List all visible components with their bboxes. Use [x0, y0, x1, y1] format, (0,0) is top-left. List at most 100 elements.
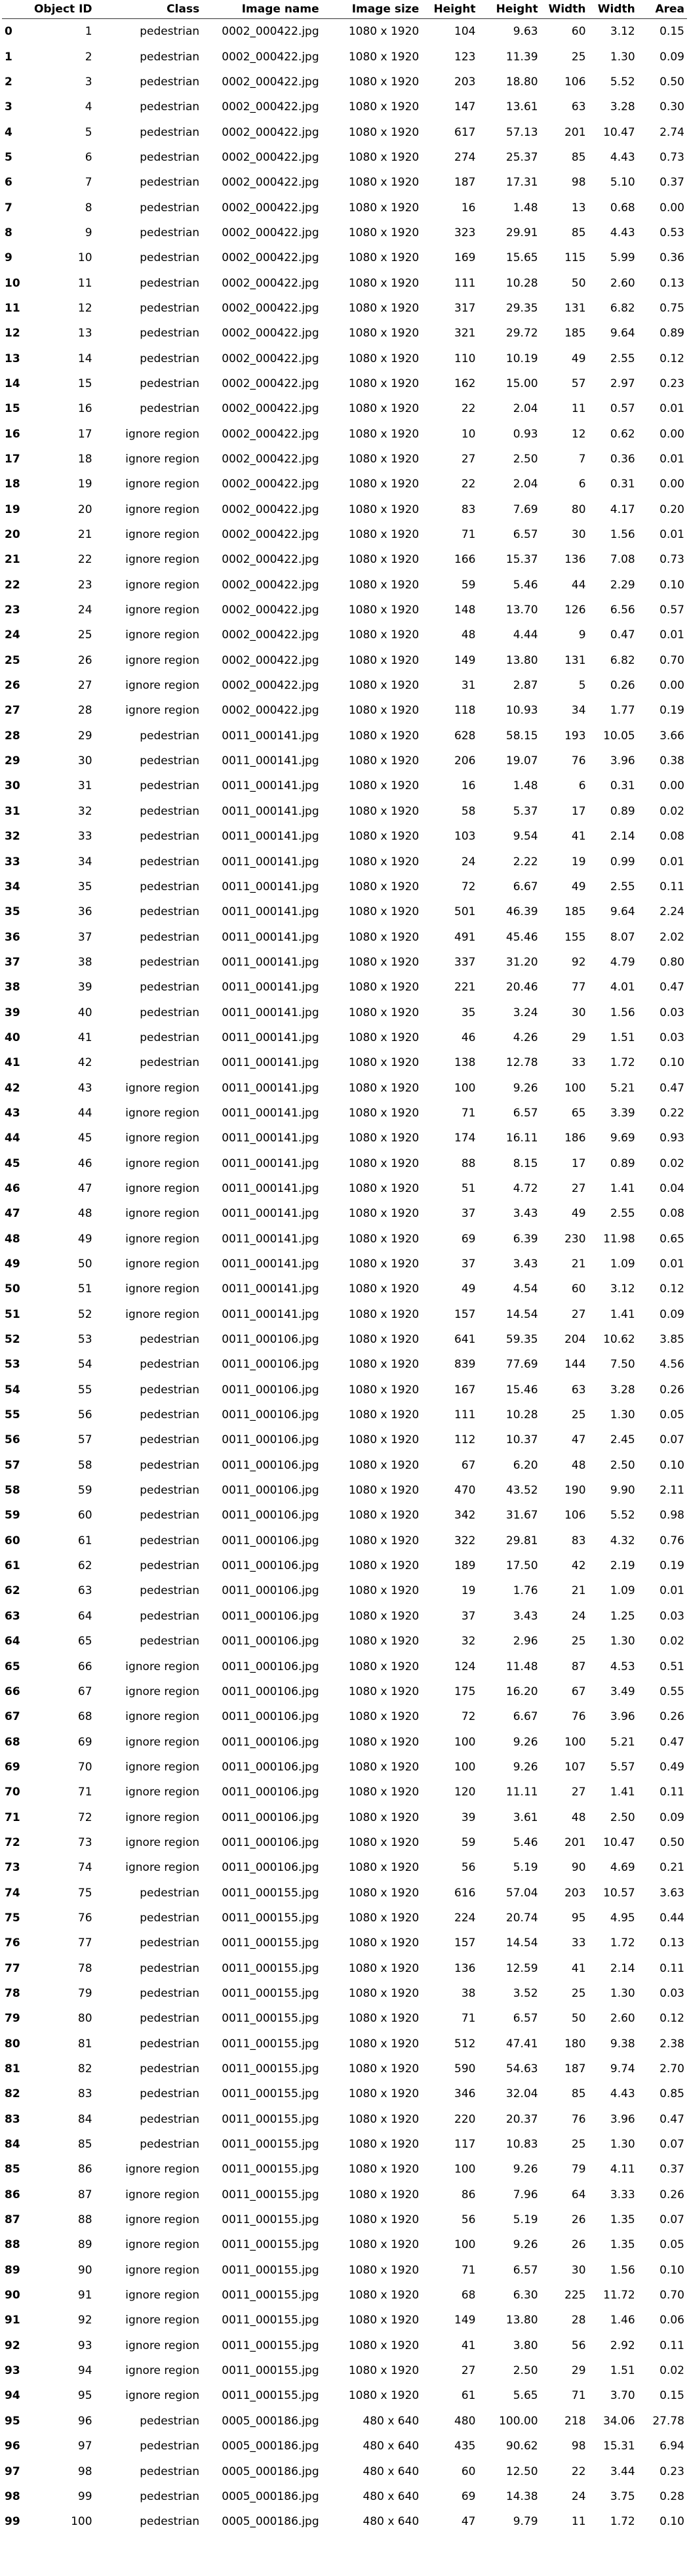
- table-cell: 1.09: [610, 1257, 635, 1271]
- table-cell: 85: [77, 2138, 92, 2152]
- table-cell: 34: [77, 855, 92, 869]
- table-cell: 69: [77, 1735, 92, 1749]
- data-table: Object ID Class Image name Image size Height…: [2, 0, 687, 2534]
- row-index: 99: [5, 2515, 20, 2529]
- table-cell: 10.19: [505, 352, 538, 365]
- table-cell: 0.12: [659, 1282, 684, 1296]
- column-header: Width: [540, 0, 589, 19]
- table-row: 54 55 pedestrian 0011_000106.jpg 1080 x 1920…: [2, 1378, 687, 1402]
- table-cell: 1080 x 1920: [348, 679, 420, 693]
- table-row: 97 98 pedestrian 0005_000186.jpg 480 x 640 60…: [2, 2459, 687, 2484]
- table-row: 51 52 ignore region 0011_000141.jpg 1080 x 1…: [2, 1302, 687, 1327]
- table-cell: 69: [461, 1232, 476, 1246]
- table-cell: 0002_000422.jpg: [222, 125, 319, 139]
- table-row: 2 3 pedestrian 0002_000422.jpg 1080 x 1920 20…: [2, 70, 687, 94]
- table-cell: 41: [571, 830, 586, 844]
- table-cell: 0.19: [659, 1559, 684, 1573]
- table-cell: ignore region: [125, 1735, 200, 1749]
- table-cell: 29: [77, 729, 92, 743]
- table-cell: 2.24: [659, 905, 684, 919]
- table-row: 49 50 ignore region 0011_000141.jpg 1080 x 1…: [2, 1252, 687, 1277]
- table-cell: 1080 x 1920: [348, 1307, 420, 1321]
- table-cell: 0.11: [659, 880, 684, 893]
- table-cell: 1080 x 1920: [348, 1282, 420, 1296]
- table-cell: 0.26: [659, 1710, 684, 1724]
- table-cell: ignore region: [125, 1685, 200, 1698]
- table-cell: 0.51: [659, 1660, 684, 1673]
- row-index: 50: [5, 1282, 20, 1296]
- table-cell: 67: [461, 1458, 476, 1472]
- table-cell: 1080 x 1920: [348, 2112, 420, 2126]
- table-cell: 0.31: [610, 478, 635, 491]
- table-cell: 1080 x 1920: [348, 125, 420, 139]
- table-cell: 2.50: [513, 2364, 538, 2378]
- table-cell: 0002_000422.jpg: [222, 352, 319, 365]
- table-cell: pedestrian: [140, 1006, 200, 1019]
- table-row: 93 94 ignore region 0011_000155.jpg 1080 x 1…: [2, 2358, 687, 2383]
- table-cell: pedestrian: [140, 2515, 200, 2529]
- table-row: 77 78 pedestrian 0011_000155.jpg 1080 x 1920…: [2, 1955, 687, 1980]
- table-cell: 187: [564, 2062, 586, 2076]
- table-cell: 124: [454, 1660, 476, 1673]
- table-cell: 20.46: [505, 981, 538, 994]
- row-index: 0: [5, 25, 12, 39]
- table-cell: 92: [571, 955, 586, 969]
- table-cell: pedestrian: [140, 2037, 200, 2051]
- row-index: 68: [5, 1735, 20, 1749]
- table-cell: 34: [571, 704, 586, 718]
- table-cell: 4.43: [610, 150, 635, 164]
- table-row: 75 76 pedestrian 0011_000155.jpg 1080 x 1920…: [2, 1906, 687, 1931]
- table-cell: 1.30: [610, 50, 635, 64]
- table-cell: ignore region: [125, 502, 200, 516]
- table-cell: 25: [571, 2138, 586, 2152]
- header-row: Object ID Class Image name Image size Height…: [2, 0, 687, 19]
- table-cell: ignore region: [125, 1835, 200, 1849]
- table-cell: ignore region: [125, 704, 200, 718]
- table-cell: 11.39: [505, 50, 538, 64]
- table-cell: 80: [77, 2012, 92, 2026]
- table-cell: 120: [454, 1786, 476, 1799]
- row-index: 26: [5, 679, 20, 693]
- table-cell: 89: [77, 2238, 92, 2252]
- table-cell: 0002_000422.jpg: [222, 150, 319, 164]
- row-index: 82: [5, 2087, 20, 2101]
- table-cell: 21: [571, 1584, 586, 1598]
- table-cell: 0.05: [659, 2238, 684, 2252]
- table-cell: 6.82: [610, 653, 635, 667]
- table-cell: 1.72: [610, 1936, 635, 1950]
- table-cell: 1080 x 1920: [348, 1232, 420, 1246]
- table-cell: 56: [77, 1408, 92, 1422]
- table-cell: 157: [454, 1936, 476, 1950]
- table-cell: 19: [571, 855, 586, 869]
- table-cell: 15.37: [505, 553, 538, 567]
- table-cell: 1.77: [610, 704, 635, 718]
- table-cell: 50: [571, 2012, 586, 2026]
- table-cell: ignore region: [125, 1307, 200, 1321]
- row-index: 79: [5, 2012, 20, 2026]
- table-cell: 0.68: [610, 201, 635, 215]
- table-cell: 76: [571, 2112, 586, 2126]
- table-cell: 60: [571, 25, 586, 39]
- table-cell: pedestrian: [140, 2138, 200, 2152]
- table-cell: 2.74: [659, 125, 684, 139]
- table-cell: 22: [461, 402, 476, 416]
- table-cell: 86: [77, 2163, 92, 2177]
- table-cell: 4.43: [610, 2087, 635, 2101]
- table-cell: 0002_000422.jpg: [222, 25, 319, 39]
- table-cell: 36: [77, 905, 92, 919]
- table-cell: 0011_000141.jpg: [222, 930, 319, 944]
- column-header: Area: [637, 0, 687, 19]
- table-cell: 60: [461, 2464, 476, 2478]
- table-cell: 2.55: [610, 352, 635, 365]
- table-cell: 0011_000155.jpg: [222, 2339, 319, 2352]
- table-cell: 0011_000106.jpg: [222, 1358, 319, 1372]
- table-cell: 3.85: [659, 1333, 684, 1347]
- table-cell: 0.62: [610, 427, 635, 441]
- table-cell: 0011_000155.jpg: [222, 1911, 319, 1925]
- table-cell: 0.10: [659, 1056, 684, 1070]
- table-cell: 100.00: [499, 2414, 538, 2428]
- table-cell: ignore region: [125, 1181, 200, 1195]
- table-cell: 1080 x 1920: [348, 1886, 420, 1900]
- row-index: 22: [5, 578, 20, 592]
- table-row: 57 58 pedestrian 0011_000106.jpg 1080 x 1920…: [2, 1453, 687, 1478]
